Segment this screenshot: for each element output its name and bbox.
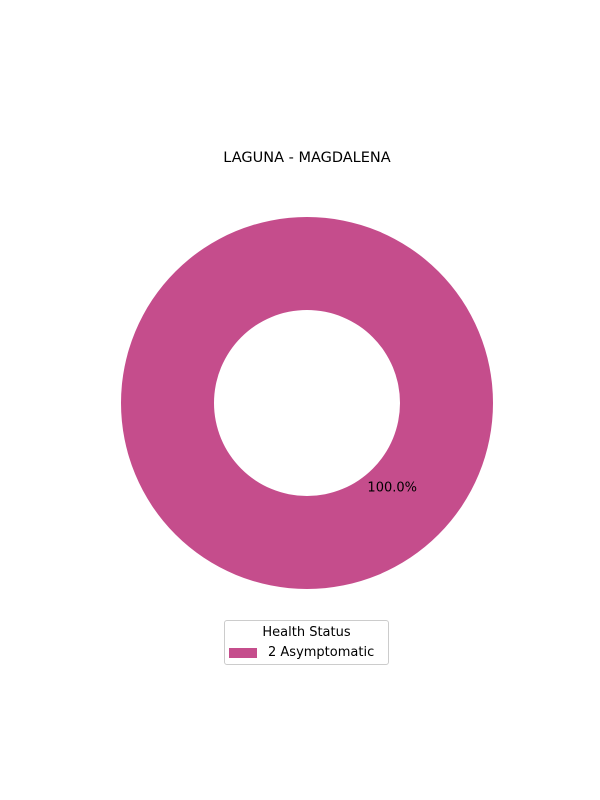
- legend-label: 2 Asymptomatic: [268, 645, 375, 660]
- donut-slice: [121, 217, 493, 589]
- donut-slices: [121, 217, 493, 589]
- legend-swatch: [229, 648, 257, 658]
- percent-label: 100.0%: [367, 481, 417, 496]
- legend: Health Status 2 Asymptomatic: [224, 620, 389, 665]
- percent-labels: 100.0%: [367, 481, 417, 496]
- legend-title: Health Status: [262, 625, 351, 640]
- chart-title: LAGUNA - MAGDALENA: [223, 150, 391, 166]
